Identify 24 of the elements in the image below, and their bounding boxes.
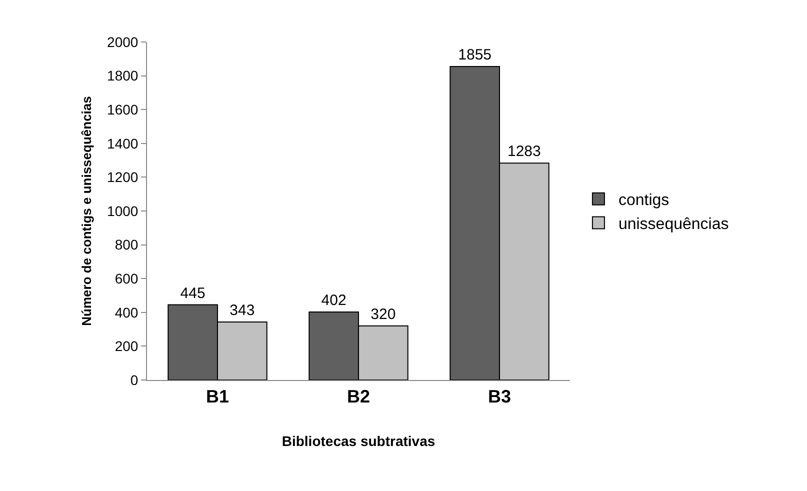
y-tick-label: 600 [114,270,138,286]
y-tick-label: 1000 [107,202,138,219]
data-label: 1283 [507,143,541,160]
y-tick-label: 800 [114,236,138,253]
y-tick-label: 400 [114,304,138,320]
x-tick-label: B2 [346,386,370,407]
data-label: 445 [180,284,206,302]
x-tick-label: B3 [488,386,512,407]
data-label: 402 [321,292,346,310]
y-axis-title: Número de contigs e unissequências [78,96,94,326]
y-tick-label: 2000 [107,34,138,50]
legend-label: unissequências [618,216,729,233]
x-tick-label: B1 [206,386,230,407]
legend-label: contigs [618,192,670,210]
y-tick-label: 1400 [107,135,138,152]
data-label: 343 [230,302,255,320]
y-tick-label: 1600 [107,102,138,118]
y-tick-label: 0 [130,372,138,388]
y-tick-label: 200 [114,338,138,354]
data-label: 1855 [458,46,492,64]
x-axis-title: Bibliotecas subtrativas [282,432,436,449]
y-tick-label: 1800 [107,68,138,84]
y-tick-label: 1200 [107,169,138,186]
data-label: 320 [370,306,396,323]
